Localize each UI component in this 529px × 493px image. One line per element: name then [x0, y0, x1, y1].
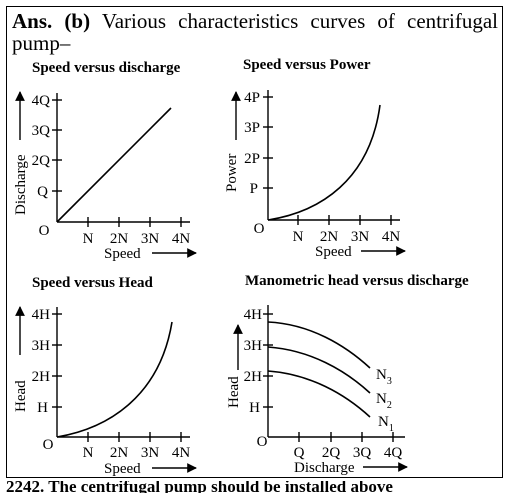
- x-tick-label: 4N: [172, 445, 191, 461]
- origin-label: O: [43, 437, 54, 453]
- y-tick-label: 3Q: [32, 123, 51, 139]
- curve-label-sub: 2: [387, 400, 392, 411]
- panel-title: Manometric head versus discharge: [245, 273, 469, 289]
- intro-text: Various characteristics curves of centri…: [101, 9, 498, 33]
- y-tick-label: 2H: [32, 369, 51, 385]
- x-tick-label: 2Q: [322, 445, 341, 461]
- origin-label: O: [39, 223, 50, 239]
- origin-label: O: [254, 221, 265, 237]
- next-question-cutoff: 2242. The centrifugal pump should be ins…: [0, 481, 529, 493]
- origin-label: O: [257, 434, 268, 450]
- speed-discharge-line: [56, 107, 172, 223]
- y-tick-label: 2P: [244, 151, 260, 167]
- speed-head-curve: [56, 321, 173, 438]
- x-tick-label: N: [293, 229, 304, 245]
- panel-title: Speed versus Power: [243, 57, 371, 73]
- y-tick-label: 2H: [244, 369, 263, 385]
- curve-n2: [267, 346, 371, 394]
- panel-head-vs-discharge: Manometric head versus discharge 4H 3H 2…: [226, 273, 469, 476]
- x-tick-label: 3Q: [353, 445, 372, 461]
- x-axis-label: Speed: [104, 246, 141, 262]
- curve-label-base: N: [376, 367, 387, 383]
- curve-label-base: N: [376, 391, 387, 407]
- curve-label-n2: N2: [376, 391, 392, 411]
- y-axis-label: Discharge: [13, 154, 29, 215]
- answer-intro: Ans. (b) Various characteristics curves …: [12, 10, 498, 54]
- y-axis-label: Head: [13, 380, 29, 412]
- x-axis-label: Discharge: [294, 460, 355, 476]
- x-tick-label: 4N: [382, 229, 401, 245]
- curve-label-sub: 3: [387, 376, 392, 387]
- y-tick-label: 2Q: [32, 153, 51, 169]
- y-tick-label: 4P: [244, 90, 260, 106]
- x-tick-label: Q: [294, 445, 305, 461]
- x-axis-label: Speed: [315, 244, 352, 260]
- x-tick-label: 3N: [141, 445, 160, 461]
- intro-line-1: Ans. (b) Various characteristics curves …: [12, 10, 498, 32]
- speed-power-curve: [267, 104, 381, 221]
- y-tick-label: Q: [37, 184, 48, 200]
- x-tick-label: 2N: [110, 231, 129, 247]
- x-tick-label: 3N: [141, 231, 160, 247]
- x-tick-label: 2N: [320, 229, 339, 245]
- y-tick-label: H: [37, 400, 48, 416]
- curve-label-n3: N3: [376, 367, 392, 387]
- x-axis-label: Speed: [104, 461, 141, 477]
- y-tick-label: 4Q: [32, 93, 51, 109]
- curve-label-base: N: [378, 414, 389, 430]
- x-tick-label: 2N: [110, 445, 129, 461]
- y-tick-label: H: [249, 400, 260, 416]
- curve-n1: [267, 370, 371, 418]
- y-tick-label: 4H: [244, 307, 263, 323]
- answer-label: Ans. (b): [12, 9, 91, 33]
- x-tick-label: N: [83, 231, 94, 247]
- y-axis-label: Head: [226, 376, 242, 408]
- curve-label-n1: N1: [378, 414, 394, 434]
- panel-title: Speed versus Head: [32, 275, 154, 291]
- next-question-text: 2242. The centrifugal pump should be ins…: [6, 481, 393, 493]
- x-tick-label: N: [83, 445, 94, 461]
- y-tick-label: 3H: [32, 338, 51, 354]
- x-tick-label: 3N: [351, 229, 370, 245]
- curve-label-sub: 1: [389, 423, 394, 434]
- panel-speed-vs-discharge: Speed versus discharge 4Q 3Q 2Q Q N 2N 3…: [13, 60, 197, 262]
- panel-speed-vs-head: Speed versus Head 4H 3H 2H H N 2N 3N 4N …: [13, 275, 197, 477]
- x-tick-label: 4N: [172, 231, 191, 247]
- y-tick-label: 4H: [32, 307, 51, 323]
- curve-n3: [267, 321, 371, 369]
- y-tick-label: 3P: [244, 120, 260, 136]
- intro-line-2: pump–: [12, 31, 71, 55]
- panel-title: Speed versus discharge: [32, 60, 181, 76]
- y-tick-label: P: [250, 181, 258, 197]
- x-tick-label: 4Q: [384, 445, 403, 461]
- y-axis-label: Power: [224, 154, 240, 192]
- answer-frame: [6, 6, 503, 478]
- panel-speed-vs-power: Speed versus Power 4P 3P 2P P N 2N 3N 4N…: [224, 57, 406, 260]
- y-tick-label: 3H: [244, 338, 263, 354]
